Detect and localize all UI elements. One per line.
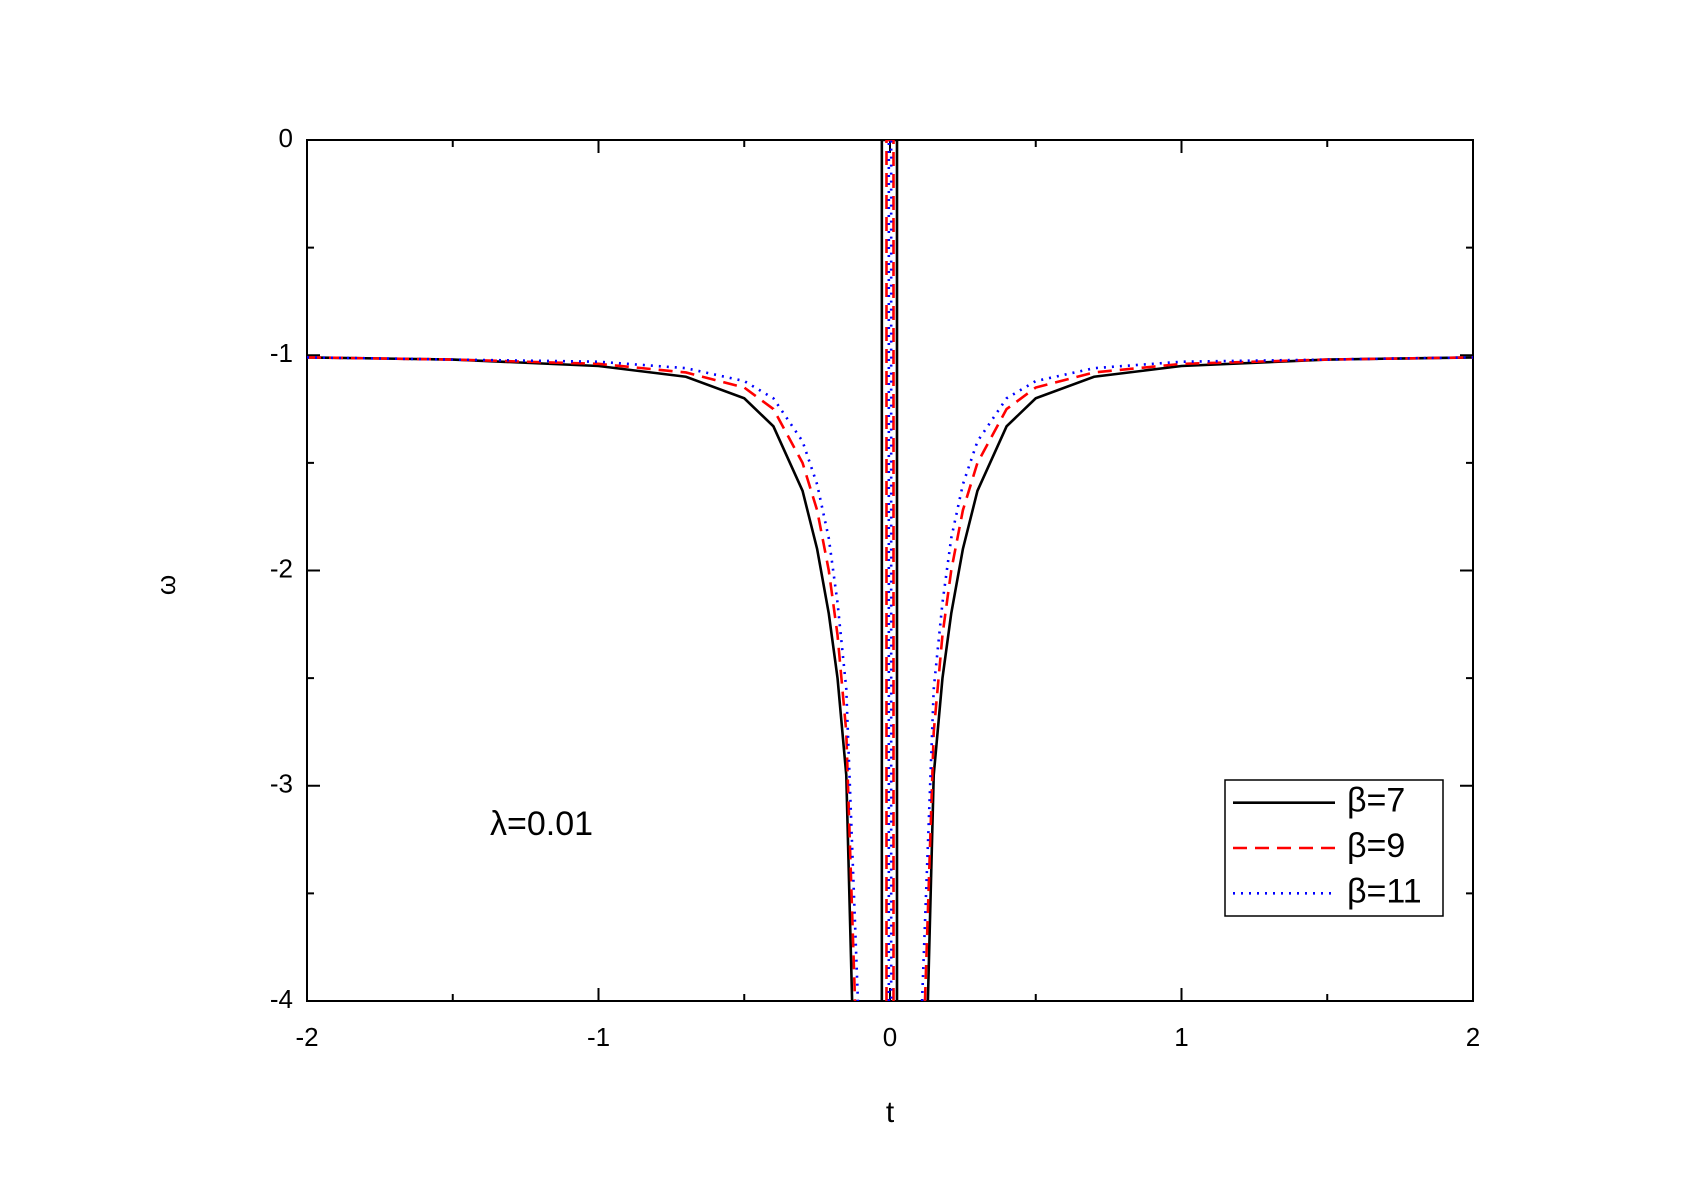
y-tick-label: -4 bbox=[270, 984, 293, 1014]
y-tick-label: 0 bbox=[279, 123, 293, 153]
series-line bbox=[307, 140, 1473, 1001]
legend-label: β=9 bbox=[1347, 827, 1405, 865]
series-line bbox=[307, 140, 1473, 1001]
annotation: λ=0.01 bbox=[490, 805, 593, 843]
plot-lines bbox=[307, 140, 1473, 1001]
series-line bbox=[307, 140, 1473, 1001]
legend-label: β=7 bbox=[1347, 782, 1405, 820]
y-tick-label: -1 bbox=[270, 338, 293, 368]
legend-label: β=11 bbox=[1347, 872, 1422, 910]
x-axis-label: t bbox=[886, 1096, 895, 1129]
x-tick-label: 2 bbox=[1466, 1022, 1480, 1052]
x-tick-label: -1 bbox=[587, 1022, 610, 1052]
y-tick-label: -3 bbox=[270, 769, 293, 799]
x-tick-label: 1 bbox=[1174, 1022, 1188, 1052]
x-tick-label: -2 bbox=[295, 1022, 318, 1052]
x-tick-label: 0 bbox=[883, 1022, 897, 1052]
y-axis-label: ω bbox=[151, 575, 181, 595]
y-tick-label: -2 bbox=[270, 553, 293, 583]
